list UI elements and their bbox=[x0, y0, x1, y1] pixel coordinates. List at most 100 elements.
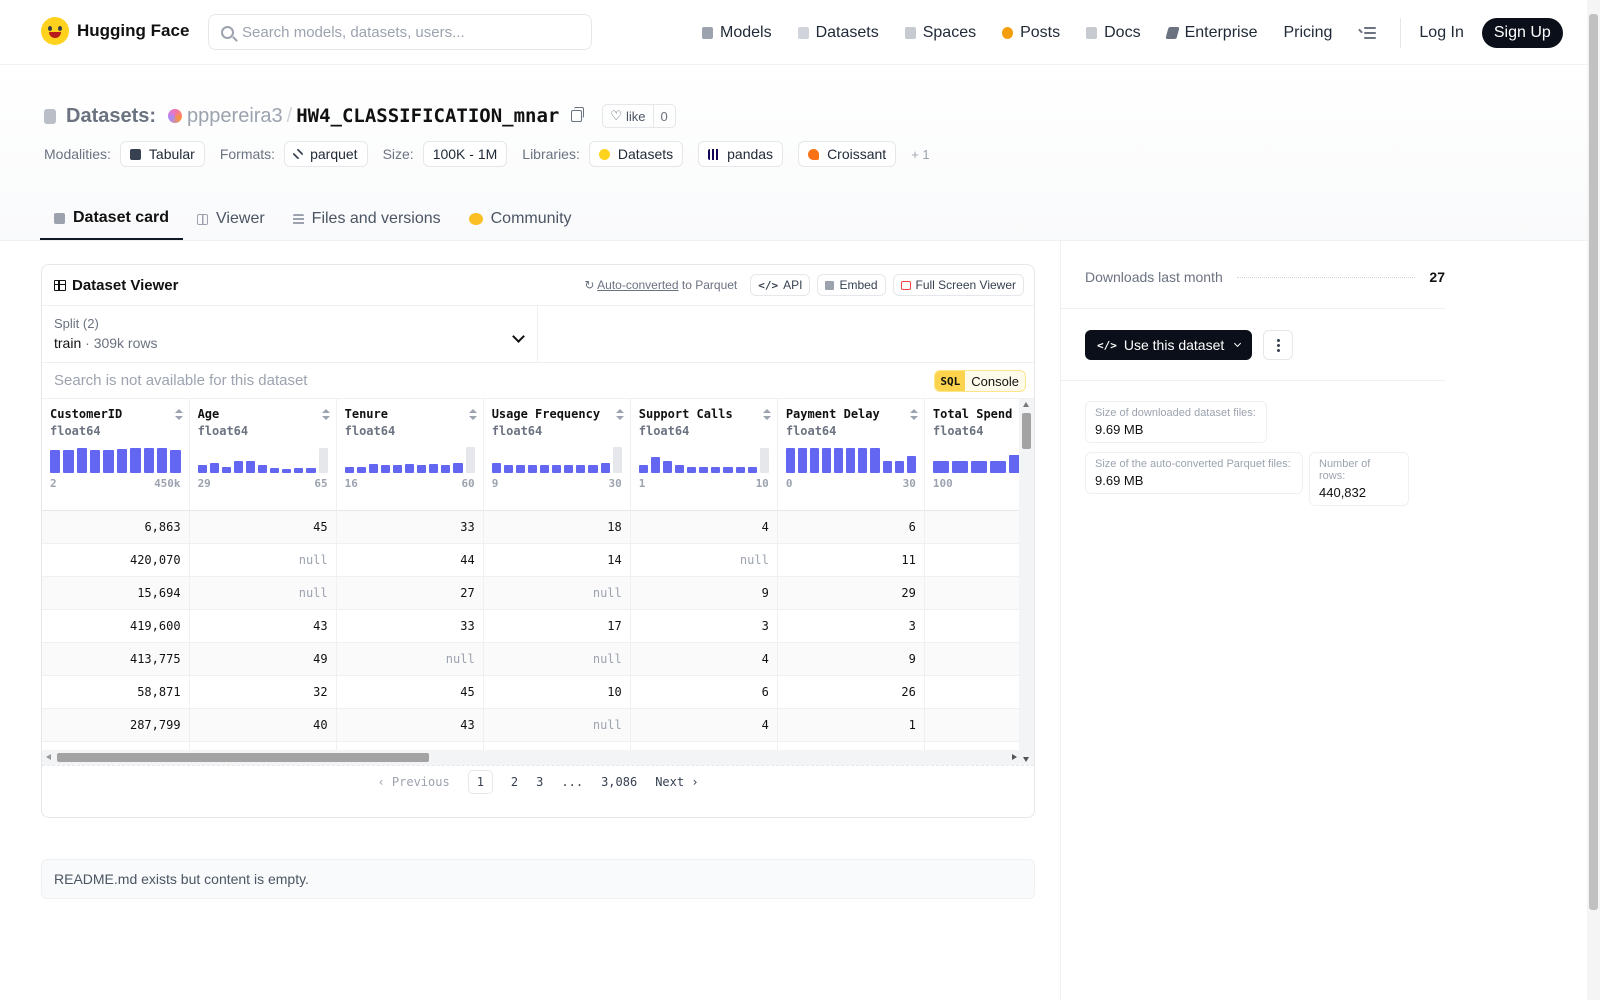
histogram-bar[interactable] bbox=[894, 461, 904, 473]
nav-docs[interactable]: Docs bbox=[1086, 19, 1141, 47]
histogram-bar[interactable] bbox=[564, 465, 574, 473]
table-cell[interactable]: 58,871 bbox=[42, 675, 190, 709]
histogram-bar[interactable] bbox=[156, 448, 168, 473]
histogram-bar[interactable] bbox=[747, 466, 757, 473]
table-cell[interactable] bbox=[924, 675, 1034, 709]
histogram-bar[interactable] bbox=[858, 448, 868, 473]
column-header[interactable]: Usage Frequency float64 9 30 bbox=[483, 399, 631, 511]
histogram-bar[interactable] bbox=[699, 466, 709, 473]
histogram-bar[interactable] bbox=[540, 465, 550, 473]
histogram-bar[interactable] bbox=[209, 462, 219, 473]
table-cell[interactable]: null bbox=[630, 543, 778, 577]
table-cell[interactable]: 43 bbox=[336, 708, 484, 742]
tab-viewer[interactable]: Viewer bbox=[183, 198, 279, 240]
histogram-bar[interactable] bbox=[834, 448, 844, 473]
histogram-bar[interactable] bbox=[50, 449, 61, 473]
table-cell[interactable]: 420,070 bbox=[42, 543, 190, 577]
histogram-bar[interactable] bbox=[197, 465, 207, 473]
histogram-bar[interactable] bbox=[906, 456, 916, 473]
column-histogram[interactable] bbox=[344, 447, 475, 473]
histogram-bar[interactable] bbox=[116, 449, 128, 473]
histogram-bar[interactable] bbox=[759, 448, 769, 473]
histogram-bar[interactable] bbox=[306, 467, 316, 473]
histogram-bar[interactable] bbox=[638, 465, 648, 473]
histogram-bar[interactable] bbox=[970, 461, 987, 473]
histogram-bar[interactable] bbox=[143, 448, 154, 473]
histogram-bar[interactable] bbox=[368, 463, 378, 473]
column-header[interactable]: Support Calls float64 1 10 bbox=[630, 399, 778, 511]
more-menu-icon[interactable] bbox=[1358, 27, 1377, 39]
histogram-bar[interactable] bbox=[576, 465, 586, 473]
histogram-bar[interactable] bbox=[245, 461, 256, 473]
column-histogram[interactable] bbox=[197, 447, 328, 473]
page-last[interactable]: 3,086 bbox=[601, 775, 638, 789]
table-cell[interactable]: 33 bbox=[336, 510, 484, 544]
histogram-bar[interactable] bbox=[90, 449, 101, 473]
histogram-bar[interactable] bbox=[951, 461, 968, 473]
search-input[interactable]: Search models, datasets, users... bbox=[208, 14, 592, 50]
breadcrumb-owner[interactable]: pppereira3 bbox=[187, 104, 283, 127]
table-cell[interactable]: 49 bbox=[189, 642, 337, 676]
table-cell[interactable]: 11 bbox=[777, 543, 925, 577]
table-cell[interactable]: 26 bbox=[777, 675, 925, 709]
table-cell[interactable]: 15,694 bbox=[42, 576, 190, 610]
table-cell[interactable]: 18 bbox=[483, 510, 631, 544]
table-cell[interactable]: 1 bbox=[777, 708, 925, 742]
histogram-bar[interactable] bbox=[417, 465, 427, 473]
histogram-bar[interactable] bbox=[785, 448, 795, 473]
histogram-bar[interactable] bbox=[515, 465, 525, 473]
column-header[interactable]: Tenure float64 16 60 bbox=[336, 399, 484, 511]
embed-button[interactable]: Embed bbox=[817, 274, 886, 296]
histogram-bar[interactable] bbox=[503, 465, 513, 473]
table-cell[interactable]: 29 bbox=[777, 576, 925, 610]
signup-button[interactable]: Sign Up bbox=[1481, 18, 1563, 48]
page-1[interactable]: 1 bbox=[467, 770, 493, 794]
table-cell[interactable]: 6 bbox=[777, 510, 925, 544]
tag-tabular[interactable]: Tabular bbox=[119, 141, 205, 167]
histogram-bar[interactable] bbox=[711, 466, 721, 473]
like-button[interactable]: ♡ like 0 bbox=[602, 104, 676, 128]
dataset-name[interactable]: HW4_CLASSIFICATION_mnar bbox=[296, 105, 560, 127]
column-histogram[interactable] bbox=[491, 447, 622, 473]
nav-datasets[interactable]: Datasets bbox=[797, 19, 879, 47]
split-selector[interactable]: Split (2) train · 309k rows bbox=[42, 306, 538, 362]
histogram-bar[interactable] bbox=[221, 466, 231, 473]
table-cell[interactable]: 3 bbox=[630, 609, 778, 643]
histogram-bar[interactable] bbox=[344, 466, 354, 473]
histogram-bar[interactable] bbox=[870, 448, 880, 473]
histogram-bar[interactable] bbox=[552, 465, 562, 473]
histogram-bar[interactable] bbox=[989, 461, 1006, 473]
use-this-dataset-button[interactable]: </> Use this dataset bbox=[1085, 330, 1253, 360]
tag-parquet[interactable]: parquet bbox=[284, 141, 368, 167]
previous-page-button[interactable]: ‹ Previous bbox=[377, 775, 450, 789]
table-cell[interactable]: 45 bbox=[336, 675, 484, 709]
histogram-bar[interactable] bbox=[258, 465, 268, 473]
histogram-bar[interactable] bbox=[650, 457, 660, 473]
table-cell[interactable]: 14 bbox=[483, 543, 631, 577]
sort-icon[interactable] bbox=[909, 409, 918, 421]
table-cell[interactable]: 6 bbox=[630, 675, 778, 709]
table-cell[interactable] bbox=[924, 708, 1034, 742]
table-cell[interactable]: null bbox=[336, 642, 484, 676]
sort-icon[interactable] bbox=[615, 409, 624, 421]
column-histogram[interactable] bbox=[638, 447, 769, 473]
table-cell[interactable]: 43 bbox=[189, 609, 337, 643]
sort-icon[interactable] bbox=[321, 409, 330, 421]
table-cell[interactable] bbox=[924, 510, 1034, 544]
nav-spaces[interactable]: Spaces bbox=[904, 19, 976, 47]
histogram-bar[interactable] bbox=[63, 449, 74, 473]
table-cell[interactable]: null bbox=[483, 708, 631, 742]
table-cell[interactable]: null bbox=[483, 642, 631, 676]
table-cell[interactable]: 33 bbox=[336, 609, 484, 643]
table-cell[interactable] bbox=[924, 642, 1034, 676]
histogram-bar[interactable] bbox=[465, 447, 475, 473]
table-cell[interactable]: 419,600 bbox=[42, 609, 190, 643]
table-cell[interactable]: 9 bbox=[630, 576, 778, 610]
tag-pandas-library[interactable]: pandas bbox=[698, 141, 784, 167]
histogram-bar[interactable] bbox=[723, 466, 733, 473]
horizontal-scrollbar[interactable] bbox=[42, 750, 1021, 765]
table-cell[interactable] bbox=[924, 609, 1034, 643]
tab-files[interactable]: Files and versions bbox=[279, 198, 455, 240]
nav-posts[interactable]: Posts bbox=[1002, 19, 1060, 47]
table-cell[interactable] bbox=[924, 543, 1034, 577]
